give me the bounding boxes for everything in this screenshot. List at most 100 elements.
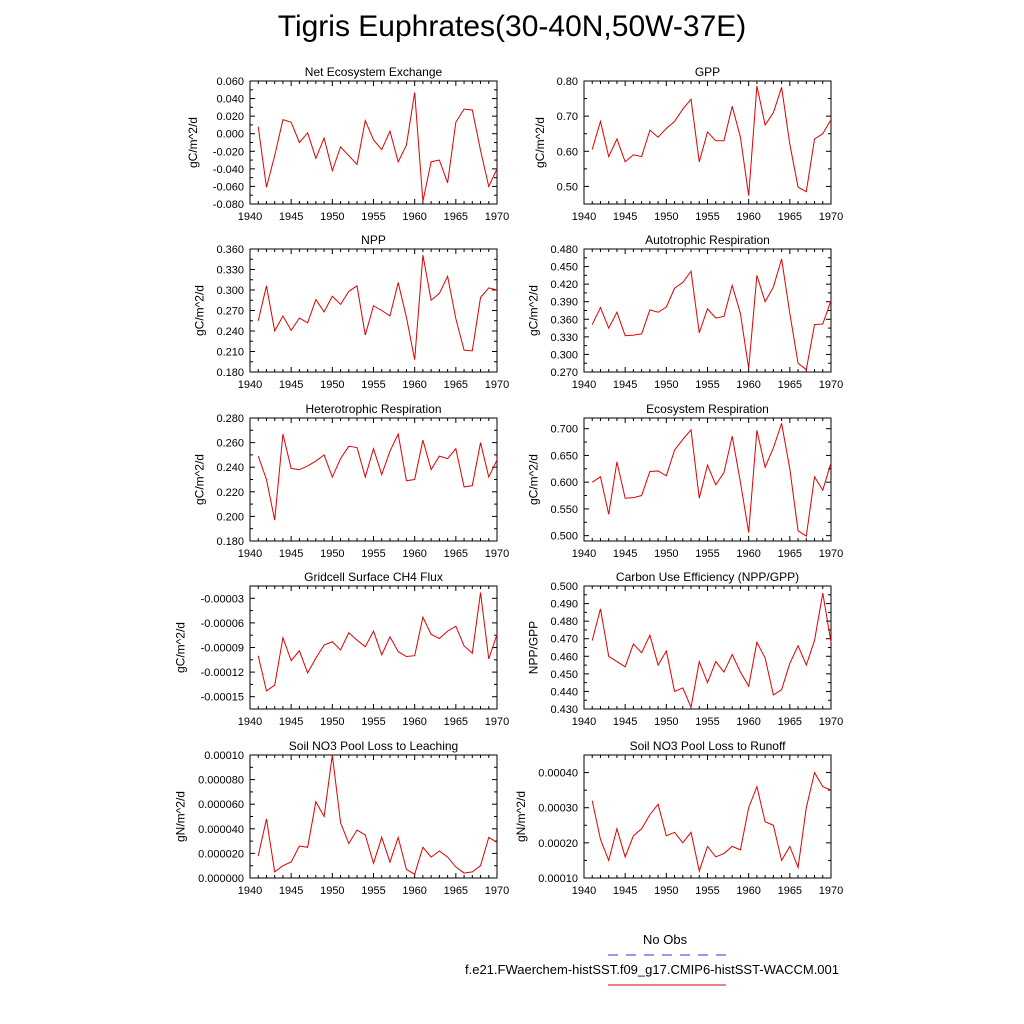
series-line: [257, 592, 498, 692]
x-tick-label: 1965: [778, 885, 802, 897]
y-tick-label: 0.600: [550, 477, 578, 489]
plot-frame: [249, 248, 498, 373]
x-tick-label: 1955: [695, 548, 719, 560]
y-axis-label: gN/m^2/d: [174, 791, 188, 842]
y-axis-label: gC/m^2/d: [193, 285, 207, 336]
y-tick-label: 0.440: [550, 686, 578, 698]
x-tick-label: 1940: [572, 885, 596, 897]
y-tick-label: 0.210: [216, 347, 244, 359]
panel-2: NPP 1940 1945 1950 1955 1960 1965 1970 0.180 0.21…: [193, 233, 510, 391]
y-tick-label: -0.040: [213, 164, 244, 176]
y-tick-label: 0.000080: [198, 775, 244, 787]
x-tick-label: 1940: [238, 379, 262, 391]
series-line: [257, 432, 498, 521]
x-tick-label: 1950: [320, 548, 344, 560]
x-tick-label: 1960: [402, 716, 426, 728]
x-tick-label: 1965: [444, 548, 468, 560]
x-tick-label: 1955: [361, 379, 385, 391]
x-tick-label: 1945: [613, 716, 637, 728]
y-tick-label: 0.000040: [198, 824, 244, 836]
y-tick-label: 0.270: [216, 306, 244, 318]
x-tick-label: 1970: [485, 211, 509, 223]
y-tick-label: -0.060: [213, 181, 244, 193]
x-tick-label: 1970: [485, 716, 509, 728]
y-tick-label: 0.330: [550, 332, 578, 344]
panel-title: Soil NO3 Pool Loss to Runoff: [630, 739, 787, 753]
x-tick-label: 1965: [778, 548, 802, 560]
x-tick-label: 1970: [485, 885, 509, 897]
y-axis-label: gC/m^2/d: [193, 454, 207, 505]
x-tick-label: 1945: [279, 379, 303, 391]
y-axis-label: gC/m^2/d: [186, 117, 200, 168]
y-tick-label: 0.200: [216, 511, 244, 523]
x-tick-label: 1960: [402, 548, 426, 560]
y-tick-label: 0.180: [216, 536, 244, 548]
y-tick-label: 0.650: [550, 450, 578, 462]
x-tick-label: 1950: [654, 548, 678, 560]
series-line: [591, 423, 832, 538]
x-tick-label: 1950: [320, 379, 344, 391]
figure-title: Tigris Euphrates(30-40N,50W-37E): [277, 10, 747, 43]
y-tick-label: -0.00009: [201, 643, 244, 655]
legend-label-no-obs: No Obs: [643, 932, 688, 947]
series-line: [257, 754, 498, 876]
y-tick-label: 0.000000: [198, 873, 244, 885]
y-tick-label: 0.360: [216, 244, 244, 256]
x-tick-label: 1960: [402, 211, 426, 223]
panel-5: Ecosystem Respiration 1940 1945 1950 1955 196…: [527, 402, 844, 560]
x-tick-label: 1945: [279, 716, 303, 728]
y-tick-label: 0.000020: [198, 848, 244, 860]
x-tick-label: 1955: [361, 548, 385, 560]
y-tick-label: 0.300: [550, 349, 578, 361]
panel-6: Gridcell Surface CH4 Flux 1940 1945 1950 195…: [174, 570, 510, 728]
y-tick-label: 0.490: [550, 599, 578, 611]
y-tick-label: 0.60: [557, 146, 578, 158]
y-tick-label: -0.00006: [201, 618, 244, 630]
y-axis-label: gC/m^2/d: [533, 117, 547, 168]
y-tick-label: 0.00010: [204, 750, 244, 762]
x-tick-label: 1960: [736, 211, 760, 223]
x-tick-label: 1945: [279, 211, 303, 223]
x-tick-label: 1945: [279, 885, 303, 897]
panel-7: Carbon Use Efficiency (NPP/GPP) 1940 1945 1…: [527, 570, 844, 728]
x-tick-label: 1955: [695, 716, 719, 728]
x-tick-label: 1970: [485, 548, 509, 560]
x-tick-label: 1940: [572, 716, 596, 728]
x-tick-label: 1970: [485, 379, 509, 391]
y-tick-label: 0.240: [216, 326, 244, 338]
y-tick-label: -0.00012: [201, 667, 244, 679]
y-tick-label: 0.300: [216, 285, 244, 297]
y-tick-label: 0.00010: [538, 873, 578, 885]
x-tick-label: 1955: [361, 885, 385, 897]
x-tick-label: 1970: [819, 379, 843, 391]
x-tick-label: 1940: [572, 211, 596, 223]
x-tick-label: 1950: [654, 379, 678, 391]
x-tick-label: 1970: [819, 548, 843, 560]
y-tick-label: 0.360: [550, 314, 578, 326]
series-line: [591, 771, 832, 873]
x-tick-label: 1945: [613, 548, 637, 560]
x-tick-label: 1945: [613, 211, 637, 223]
y-axis-label: gC/m^2/d: [527, 454, 541, 505]
y-tick-label: 0.000: [216, 129, 244, 141]
y-tick-label: 0.00040: [538, 768, 578, 780]
x-tick-label: 1955: [695, 885, 719, 897]
x-tick-label: 1940: [572, 379, 596, 391]
panel-title: NPP: [361, 233, 386, 247]
x-tick-label: 1960: [736, 885, 760, 897]
x-tick-label: 1955: [695, 379, 719, 391]
x-tick-label: 1940: [238, 548, 262, 560]
y-tick-label: 0.700: [550, 424, 578, 436]
x-tick-label: 1950: [654, 211, 678, 223]
x-tick-label: 1945: [279, 548, 303, 560]
y-tick-label: 0.280: [216, 413, 244, 425]
x-tick-label: 1955: [361, 211, 385, 223]
y-tick-label: 0.450: [550, 262, 578, 274]
y-tick-label: 0.020: [216, 111, 244, 123]
x-tick-label: 1960: [736, 548, 760, 560]
plot-frame: [249, 754, 498, 879]
y-tick-label: 0.00020: [538, 838, 578, 850]
x-tick-label: 1960: [736, 379, 760, 391]
y-tick-label: 0.80: [557, 76, 578, 88]
